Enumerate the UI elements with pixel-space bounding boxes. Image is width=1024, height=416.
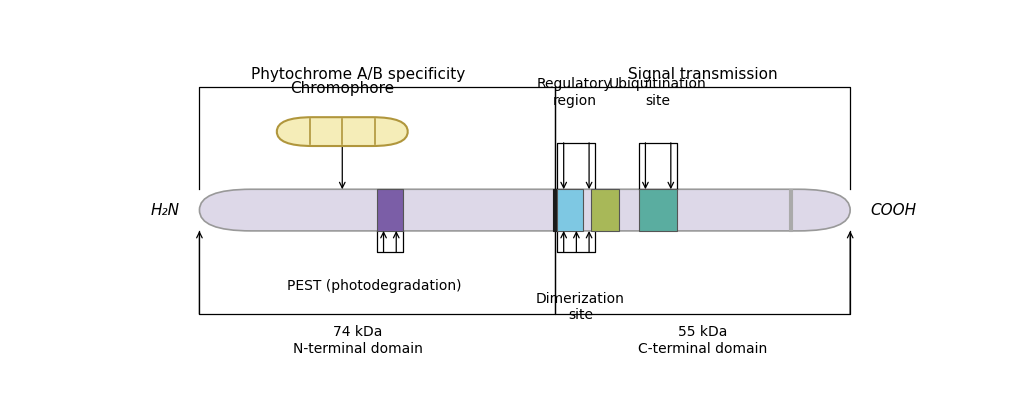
Text: Chromophore: Chromophore <box>290 82 394 97</box>
FancyBboxPatch shape <box>200 189 850 231</box>
Text: 55 kDa
C-terminal domain: 55 kDa C-terminal domain <box>638 325 767 356</box>
FancyBboxPatch shape <box>639 189 677 231</box>
Text: Ubiquitination
site: Ubiquitination site <box>609 77 707 108</box>
Text: 74 kDa
N-terminal domain: 74 kDa N-terminal domain <box>293 325 423 356</box>
Text: H₂N: H₂N <box>151 203 179 218</box>
Text: Regulatory
region: Regulatory region <box>537 77 612 108</box>
Text: Signal transmission: Signal transmission <box>628 67 777 82</box>
Text: PEST (photodegradation): PEST (photodegradation) <box>287 279 461 293</box>
FancyBboxPatch shape <box>557 189 583 231</box>
FancyBboxPatch shape <box>276 117 408 146</box>
FancyBboxPatch shape <box>553 189 557 231</box>
Text: COOH: COOH <box>870 203 916 218</box>
Text: Dimerization
site: Dimerization site <box>536 292 625 322</box>
FancyBboxPatch shape <box>591 189 618 231</box>
Text: Phytochrome A/B specificity: Phytochrome A/B specificity <box>251 67 465 82</box>
FancyBboxPatch shape <box>377 189 402 231</box>
FancyBboxPatch shape <box>790 189 793 231</box>
